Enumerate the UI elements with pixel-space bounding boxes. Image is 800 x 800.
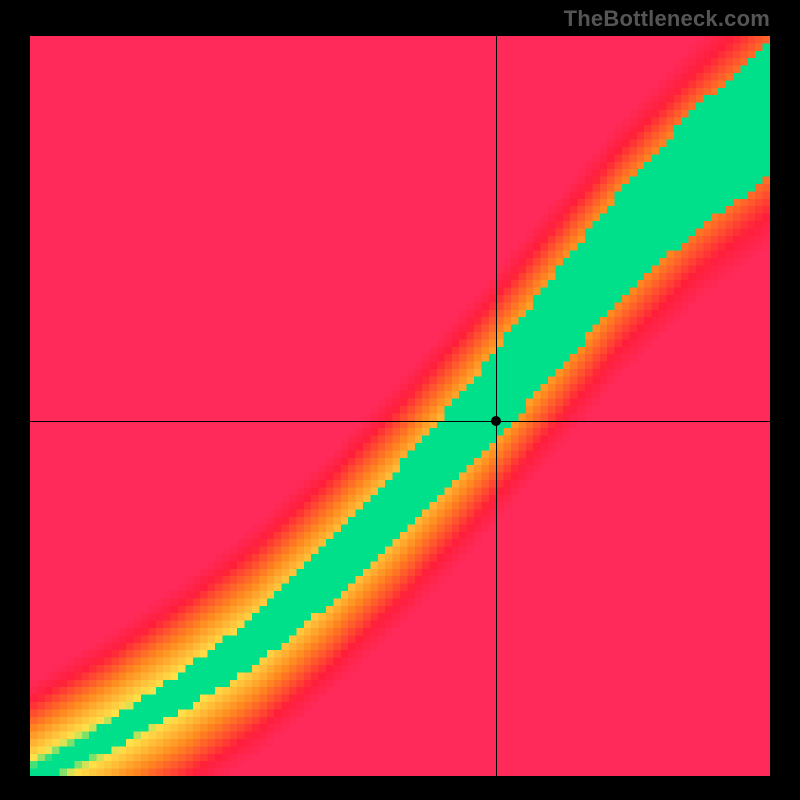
selection-marker (491, 416, 501, 426)
crosshair-vertical (496, 36, 497, 776)
watermark-text: TheBottleneck.com (564, 6, 770, 32)
plot-area (30, 36, 770, 776)
crosshair-horizontal (30, 421, 770, 422)
bottleneck-heatmap (30, 36, 770, 776)
chart-frame: TheBottleneck.com (0, 0, 800, 800)
